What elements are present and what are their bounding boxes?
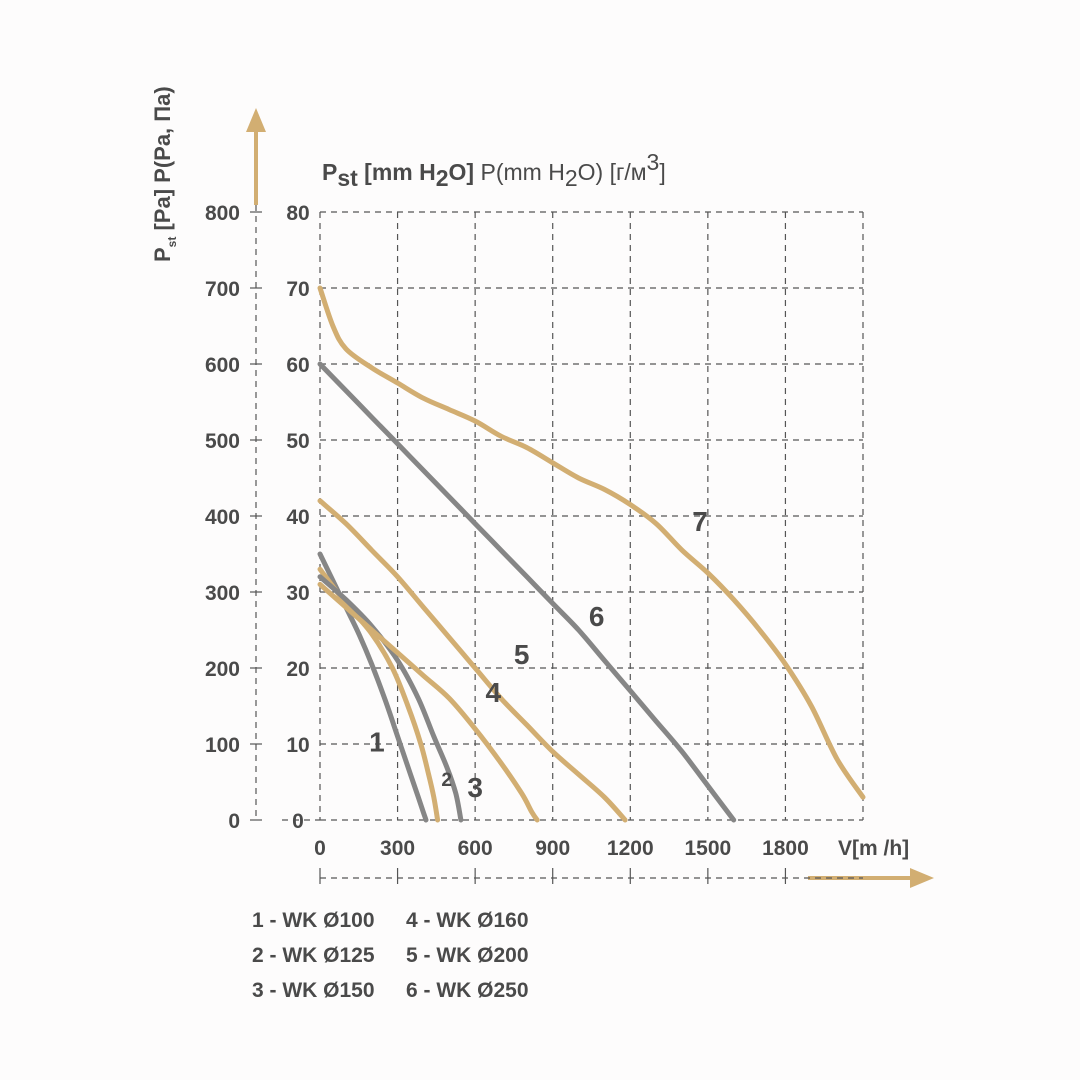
y-tick-label-pa: 500: [205, 430, 240, 453]
y-tick-label-pa: 400: [205, 506, 240, 529]
x-tick-label: 300: [380, 837, 415, 860]
y-tick-label-pa: 700: [205, 278, 240, 301]
x-axis-ticks: 0 300 600 900 1200 1500 1800: [314, 837, 809, 860]
curve-label-3: 3: [467, 772, 483, 803]
y-tick-label-mm: 80: [286, 202, 309, 225]
legend-item: 5 - WK Ø200: [406, 944, 529, 967]
y-tick-label-mm: 20: [286, 658, 309, 681]
curve-label-6: 6: [589, 601, 605, 632]
y-tick-label-mm: 30: [286, 582, 309, 605]
curve-label-7: 7: [692, 506, 708, 537]
y-tick-label-pa: 100: [205, 734, 240, 757]
series-line-4: [317, 581, 540, 823]
series-line-7: [317, 285, 866, 800]
curve-label-1: 1: [369, 727, 385, 758]
secondary-axis-title: Pst [mm H2O] P(mm H2O) [г/м3]: [322, 149, 666, 191]
y-axis-ticks: 0 0 100 10 200 20 300 30 400 40 500 50 600 60 700 70 800…: [205, 202, 310, 833]
curve-label-2: 2: [441, 770, 452, 791]
grid: [250, 205, 864, 884]
series-line-5: [317, 498, 628, 823]
y-tick-label-pa: 600: [205, 354, 240, 377]
y-tick-label-mm: 10: [286, 734, 309, 757]
series-line-3: [317, 574, 464, 823]
legend-item: 6 - WK Ø250: [406, 979, 529, 1002]
x-tick-label: 1200: [607, 837, 654, 860]
x-tick-label: 900: [535, 837, 570, 860]
y-tick-label-pa: 0: [228, 810, 240, 833]
y-tick-label-mm: 60: [286, 354, 309, 377]
x-axis-label: V[m /h]: [838, 837, 909, 860]
y-tick-label-mm: 70: [286, 278, 309, 301]
y-tick-label-pa: 300: [205, 582, 240, 605]
legend-item: 2 - WK Ø125: [252, 944, 375, 967]
legend-item: 3 - WK Ø150: [252, 979, 375, 1002]
y-tick-label-mm: 0: [292, 810, 304, 833]
x-tick-label: 1500: [684, 837, 731, 860]
x-tick-label: 1800: [762, 837, 809, 860]
curve-label-4: 4: [485, 677, 501, 708]
legend-item: 4 - WK Ø160: [406, 909, 529, 932]
series-group: [317, 285, 866, 823]
x-tick-label: 600: [458, 837, 493, 860]
legend-item: 1 - WK Ø100: [252, 909, 375, 932]
curve-label-5: 5: [514, 639, 530, 670]
y-tick-label-pa: 200: [205, 658, 240, 681]
legend: 1 - WK Ø100 2 - WK Ø125 3 - WK Ø150 4 - …: [252, 909, 529, 1002]
y-tick-label-pa: 800: [205, 202, 240, 225]
y-tick-label-mm: 40: [286, 506, 309, 529]
y-tick-label-mm: 50: [286, 430, 309, 453]
x-tick-label: 0: [314, 837, 326, 860]
y-axis-arrow: [246, 108, 266, 205]
series-line-6: [317, 361, 737, 823]
y-axis-title: Pst [Pa] P(Pa, Па): [150, 86, 179, 262]
